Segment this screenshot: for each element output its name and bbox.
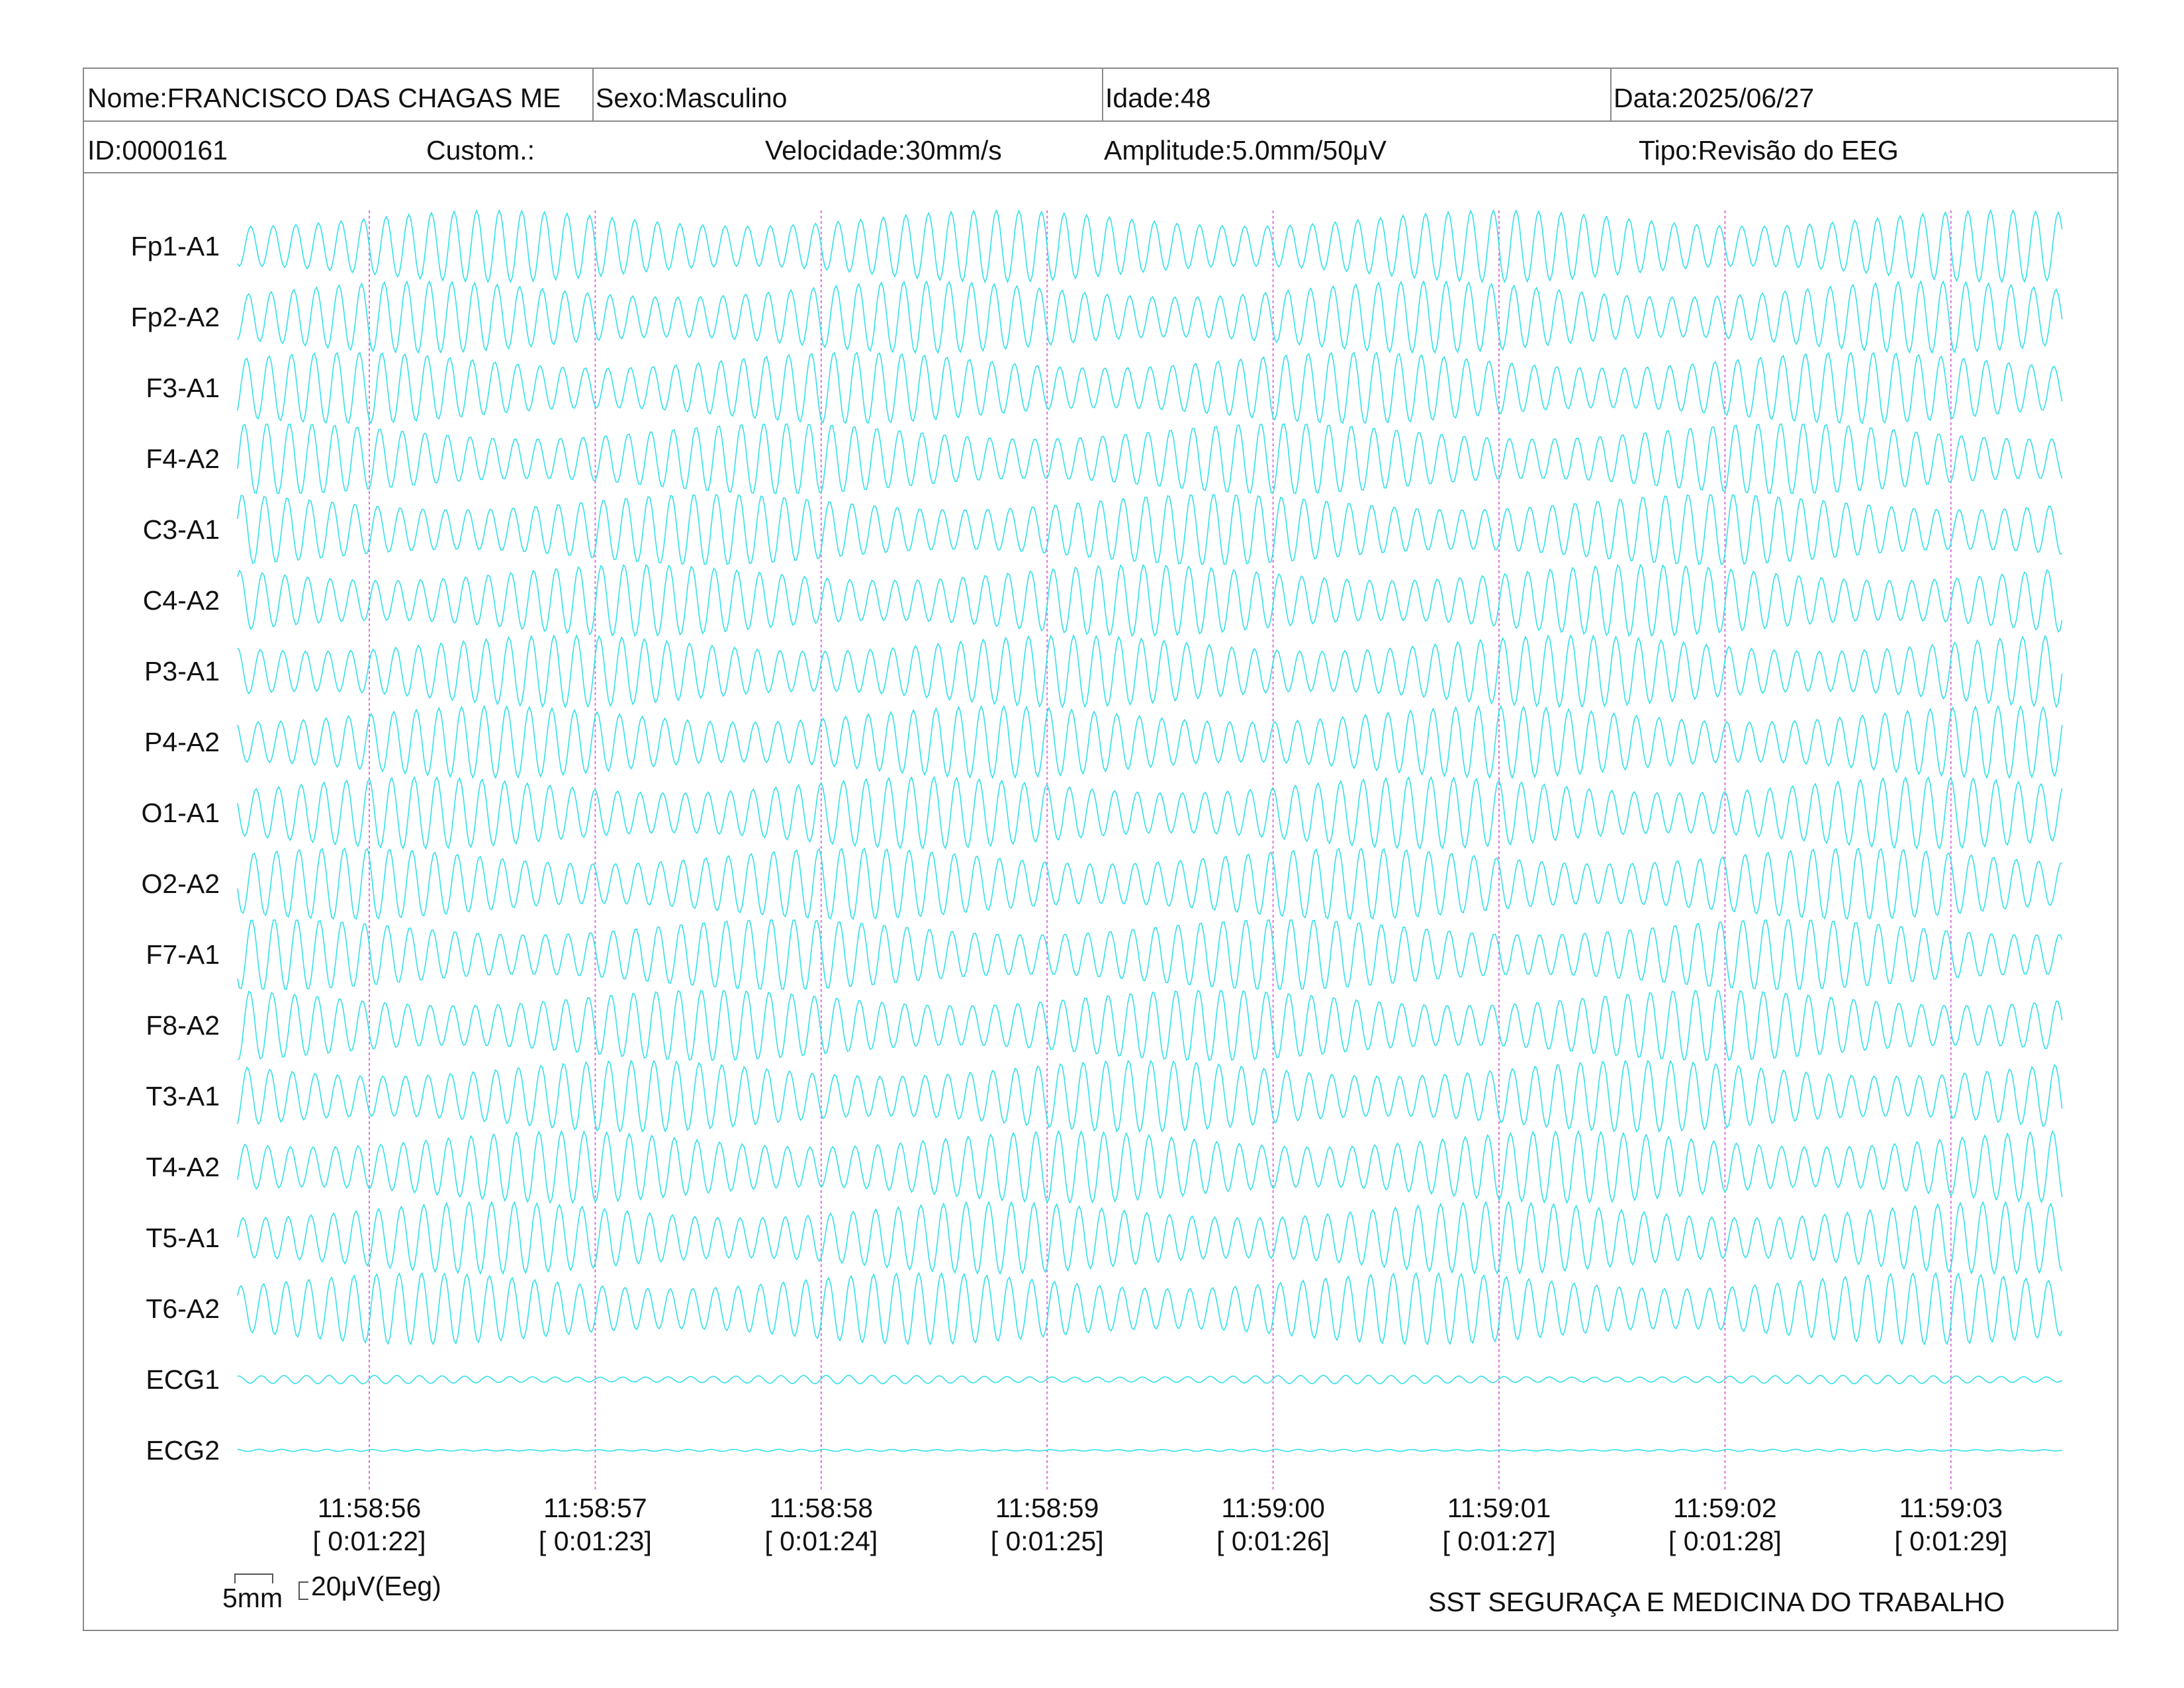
channel-label: O1-A1: [142, 798, 220, 828]
channel-label: T5-A1: [146, 1223, 220, 1253]
header-divider-1: [84, 120, 2117, 122]
scale-amp-label: 20μV(Eeg): [311, 1571, 441, 1601]
channel-trace: [237, 423, 2063, 494]
channel-label: F3-A1: [146, 373, 220, 403]
report-frame: [83, 68, 2118, 1631]
scale-time-bar: [234, 1573, 273, 1583]
time-marker-elapsed: [ 0:01:29]: [1894, 1526, 2007, 1556]
scale-time-label: 5mm: [222, 1583, 283, 1613]
channel-trace: [237, 1200, 2063, 1276]
amplitude-setting: Amplitude:5.0mm/50μV: [1104, 135, 1387, 165]
patient-name: Nome:FRANCISCO DAS CHAGAS ME: [87, 83, 561, 113]
scale-amp-bar: [298, 1581, 308, 1600]
speed-setting: Velocidade:30mm/s: [765, 135, 1002, 165]
time-marker-clock: 11:58:59: [995, 1493, 1099, 1523]
header-col-divider-3: [1610, 69, 1612, 120]
time-marker-clock: 11:59:01: [1447, 1493, 1551, 1523]
channel-trace: [237, 494, 2062, 565]
header-col-divider-2: [1102, 69, 1103, 120]
channel-label: F4-A2: [146, 444, 220, 474]
channel-label: T6-A2: [146, 1293, 220, 1324]
channel-label: ECG1: [146, 1364, 220, 1395]
time-marker-elapsed: [ 0:01:27]: [1443, 1526, 1556, 1556]
exam-type: Tipo:Revisão do EEG: [1639, 135, 1899, 165]
channel-trace: [237, 1448, 2062, 1452]
channel-label: F8-A2: [146, 1010, 220, 1041]
time-marker-clock: 11:58:57: [543, 1493, 647, 1523]
channel-label: P4-A2: [144, 727, 220, 757]
channel-label: C3-A1: [143, 514, 220, 545]
channel-label: C4-A2: [143, 585, 220, 616]
time-marker-clock: 11:58:58: [770, 1493, 874, 1523]
exam-date: Data:2025/06/27: [1614, 83, 1815, 113]
channel-trace: [237, 1129, 2063, 1205]
channel-label: F7-A1: [146, 939, 220, 970]
channel-label: P3-A1: [144, 656, 220, 686]
time-marker-elapsed: [ 0:01:28]: [1668, 1526, 1782, 1556]
time-marker-elapsed: [ 0:01:26]: [1216, 1526, 1330, 1556]
channel-trace: [237, 776, 2063, 850]
channel-trace: [237, 209, 2063, 284]
channel-trace: [237, 989, 2063, 1061]
channel-trace: [237, 280, 2063, 354]
channel-label: O2-A2: [142, 868, 220, 899]
time-marker-elapsed: [ 0:01:23]: [539, 1526, 652, 1556]
channel-trace: [237, 634, 2063, 708]
patient-sex: Sexo:Masculino: [596, 83, 788, 113]
channel-trace: [237, 1059, 2063, 1133]
channel-trace: [237, 847, 2063, 920]
custom-field: Custom.:: [426, 135, 535, 165]
patient-id: ID:0000161: [87, 135, 228, 165]
time-marker-clock: 11:59:02: [1673, 1493, 1777, 1523]
channel-label: T3-A1: [146, 1081, 220, 1111]
channel-label: ECG2: [146, 1435, 220, 1466]
channel-label: Fp1-A1: [131, 231, 220, 261]
channel-trace: [237, 563, 2063, 637]
company-name: SST SEGURAÇA E MEDICINA DO TRABALHO: [1428, 1587, 2005, 1617]
time-marker-clock: 11:59:00: [1221, 1493, 1325, 1523]
time-marker-clock: 11:58:56: [318, 1493, 422, 1523]
time-marker-elapsed: [ 0:01:25]: [991, 1526, 1104, 1556]
channel-trace: [237, 351, 2063, 425]
channel-trace: [237, 704, 2063, 780]
channel-trace: [237, 919, 2063, 990]
patient-age: Idade:48: [1105, 83, 1211, 113]
channel-trace: [237, 1272, 2063, 1346]
time-marker-elapsed: [ 0:01:22]: [313, 1526, 426, 1556]
time-marker-clock: 11:59:03: [1899, 1493, 2003, 1523]
channel-label: Fp2-A2: [131, 302, 220, 332]
channel-label: T4-A2: [146, 1152, 220, 1182]
channel-trace: [237, 1374, 2063, 1385]
header-divider-2: [84, 172, 2117, 173]
header-col-divider-1: [592, 69, 594, 120]
time-marker-elapsed: [ 0:01:24]: [764, 1526, 878, 1556]
